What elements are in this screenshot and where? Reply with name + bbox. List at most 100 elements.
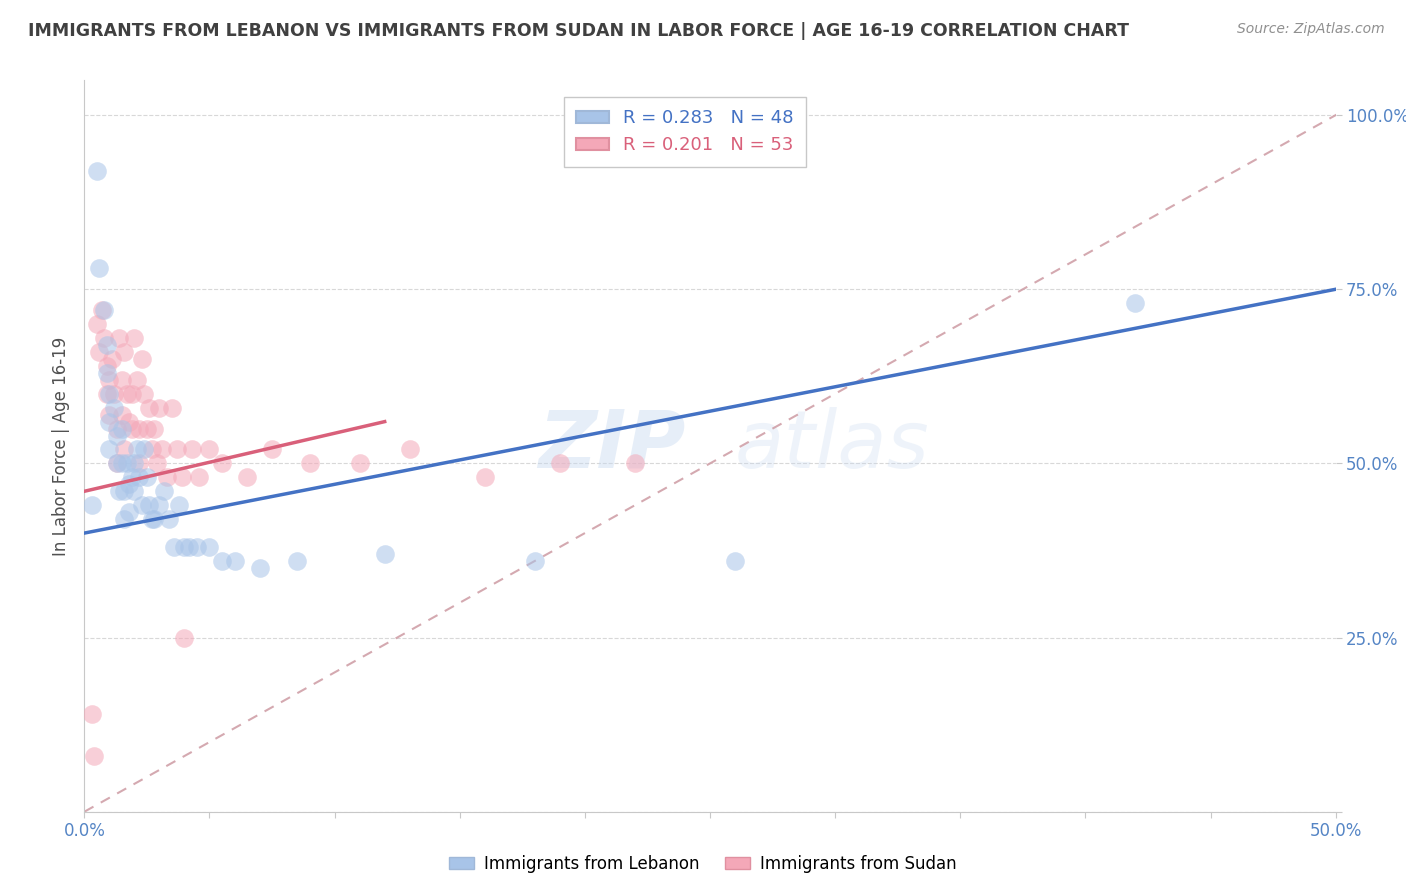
Point [136, 421, 159, 435]
Point [211, 457, 233, 471]
Point [112, 345, 135, 359]
Point [112, 512, 135, 526]
Point [141, 512, 163, 526]
Point [156, 470, 179, 484]
Point [118, 505, 141, 519]
Point [166, 442, 188, 457]
Point [188, 470, 211, 484]
Point [118, 415, 141, 429]
Point [89, 345, 111, 359]
Point [124, 457, 146, 471]
Point [173, 631, 195, 645]
Point [150, 442, 173, 457]
Point [103, 401, 125, 415]
Point [134, 442, 156, 457]
Point [224, 554, 246, 568]
Point [118, 477, 141, 491]
Text: IMMIGRANTS FROM LEBANON VS IMMIGRANTS FROM SUDAN IN LABOR FORCE | AGE 16-19 CORR: IMMIGRANTS FROM LEBANON VS IMMIGRANTS FR… [28, 22, 1129, 40]
Point [138, 498, 160, 512]
Point [108, 331, 131, 345]
Point [112, 442, 135, 457]
Point [374, 547, 396, 561]
Point [186, 540, 208, 554]
Point [128, 421, 150, 435]
Point [285, 554, 308, 568]
Point [93, 303, 115, 318]
Text: ZIP: ZIP [537, 407, 685, 485]
Y-axis label: In Labor Force | Age 16-19: In Labor Force | Age 16-19 [52, 336, 70, 556]
Point [159, 512, 181, 526]
Point [198, 540, 221, 554]
Point [105, 421, 128, 435]
Point [98, 442, 121, 457]
Point [105, 457, 128, 471]
Point [148, 401, 170, 415]
Point [141, 442, 163, 457]
Point [105, 428, 128, 442]
Point [111, 457, 134, 471]
Point [80, 707, 103, 722]
Point [105, 457, 128, 471]
Point [89, 261, 111, 276]
Point [138, 401, 160, 415]
Point [548, 457, 571, 471]
Point [211, 554, 233, 568]
Point [98, 408, 121, 422]
Point [103, 386, 125, 401]
Point [146, 457, 169, 471]
Point [111, 373, 134, 387]
Point [523, 554, 546, 568]
Point [160, 401, 183, 415]
Point [111, 408, 134, 422]
Point [112, 484, 135, 499]
Point [298, 457, 321, 471]
Point [173, 540, 195, 554]
Point [86, 164, 108, 178]
Point [169, 498, 191, 512]
Point [131, 498, 153, 512]
Point [128, 470, 150, 484]
Point [136, 470, 159, 484]
Point [153, 484, 176, 499]
Point [80, 498, 103, 512]
Text: atlas: atlas [735, 407, 929, 485]
Point [93, 331, 115, 345]
Point [170, 470, 193, 484]
Point [96, 338, 118, 352]
Point [143, 421, 166, 435]
Point [163, 540, 186, 554]
Point [349, 457, 371, 471]
Point [1125, 296, 1147, 310]
Point [124, 331, 146, 345]
Point [121, 470, 143, 484]
Point [98, 373, 121, 387]
Point [90, 303, 112, 318]
Point [181, 442, 204, 457]
Point [121, 386, 143, 401]
Point [86, 317, 108, 331]
Point [83, 749, 105, 764]
Point [115, 386, 138, 401]
Point [398, 442, 420, 457]
Point [98, 386, 121, 401]
Point [236, 470, 259, 484]
Point [128, 457, 150, 471]
Point [198, 442, 221, 457]
Point [262, 442, 284, 457]
Point [115, 457, 138, 471]
Text: Source: ZipAtlas.com: Source: ZipAtlas.com [1237, 22, 1385, 37]
Legend: Immigrants from Lebanon, Immigrants from Sudan: Immigrants from Lebanon, Immigrants from… [443, 848, 963, 880]
Point [96, 366, 118, 380]
Point [98, 415, 121, 429]
Point [624, 457, 647, 471]
Point [131, 351, 153, 366]
Point [125, 442, 148, 457]
Legend: R = 0.283   N = 48, R = 0.201   N = 53: R = 0.283 N = 48, R = 0.201 N = 53 [564, 96, 807, 167]
Point [474, 470, 496, 484]
Point [101, 351, 124, 366]
Point [724, 554, 747, 568]
Point [124, 484, 146, 499]
Point [143, 512, 166, 526]
Point [96, 359, 118, 373]
Point [108, 484, 131, 499]
